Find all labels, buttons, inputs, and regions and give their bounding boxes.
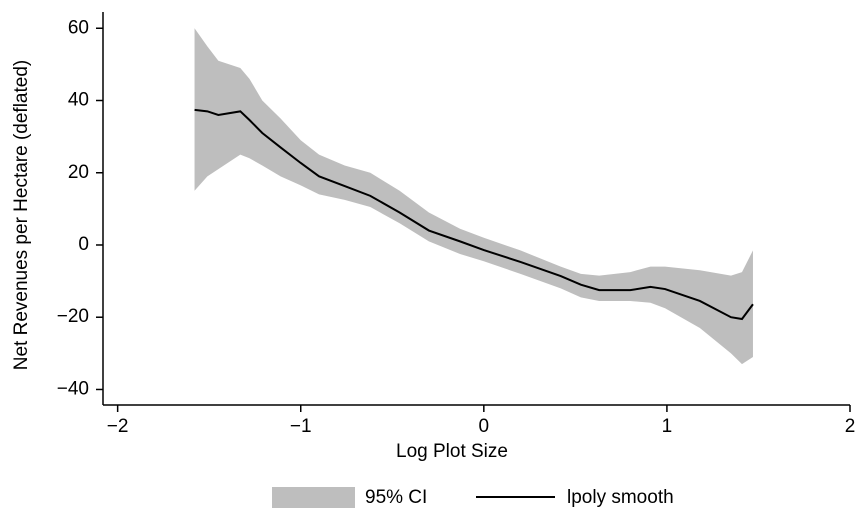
x-tick-label: 0 bbox=[479, 416, 490, 437]
legend-swatch bbox=[272, 487, 355, 508]
y-tick-label: 0 bbox=[78, 234, 89, 255]
y-tick-label: 20 bbox=[68, 162, 89, 183]
x-axis-label: Log Plot Size bbox=[396, 441, 508, 462]
y-axis-label: Net Revenues per Hectare (deflated) bbox=[11, 60, 32, 371]
x-tick-label: −1 bbox=[290, 416, 312, 437]
y-tick-label: 40 bbox=[68, 90, 89, 111]
legend-label: lpoly smooth bbox=[567, 487, 674, 508]
x-tick-label: −2 bbox=[107, 416, 129, 437]
smooth-line bbox=[194, 108, 754, 321]
y-tick-label: −40 bbox=[57, 378, 89, 399]
legend-label: 95% CI bbox=[365, 487, 427, 508]
y-tick-label: −20 bbox=[57, 306, 89, 327]
x-tick-label: 1 bbox=[662, 416, 673, 437]
x-tick-label: 2 bbox=[845, 416, 856, 437]
y-tick-label: 60 bbox=[68, 17, 89, 38]
ci-band bbox=[194, 28, 753, 365]
